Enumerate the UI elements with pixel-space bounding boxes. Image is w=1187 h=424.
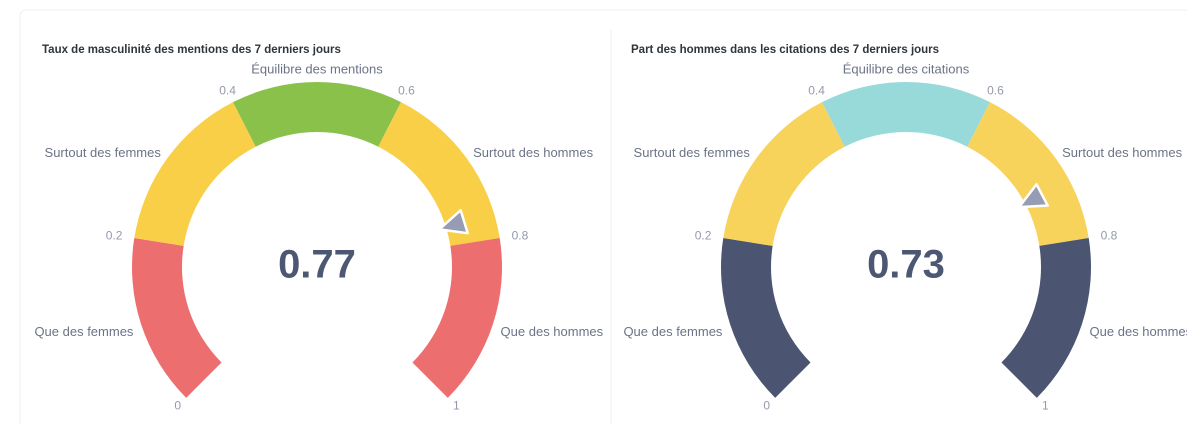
segment-label: Surtout des hommes: [1062, 145, 1182, 160]
tick-label: 1: [1042, 398, 1049, 412]
gauge-title: Taux de masculinité des mentions des 7 d…: [42, 44, 341, 56]
needle: [438, 208, 469, 235]
gauge-segment: [1001, 238, 1091, 398]
tick-label: 1: [453, 398, 460, 412]
segment-label: Que des femmes: [623, 324, 722, 339]
gauge-segment: [378, 102, 500, 246]
tick-label: 0: [763, 398, 770, 412]
tick-label: 0.6: [987, 84, 1004, 98]
segment-label: Que des hommes: [501, 324, 604, 339]
gauge-title: Part des hommes dans les citations des 7…: [631, 44, 939, 56]
gauge-segment: [132, 238, 222, 398]
segment-label: Que des femmes: [34, 324, 133, 339]
tick-label: 0.8: [512, 228, 529, 242]
gauge-segment: [233, 82, 401, 147]
gauge-segment: [134, 102, 256, 246]
segment-label: Surtout des femmes: [634, 145, 751, 160]
segment-label: Que des hommes: [1090, 324, 1187, 339]
gauge-segment: [967, 102, 1089, 246]
tick-label: 0: [174, 398, 181, 412]
gauge-value: 0.77: [278, 243, 356, 287]
gauge-segment: [822, 82, 990, 147]
tick-label: 0.2: [695, 228, 712, 242]
segment-label: Surtout des hommes: [473, 145, 593, 160]
segment-label: Surtout des femmes: [45, 145, 162, 160]
tick-label: 0.6: [398, 84, 415, 98]
gauge-value: 0.73: [867, 243, 945, 287]
tick-label: 0.4: [808, 84, 825, 98]
gauge-segment: [721, 238, 811, 398]
segment-label: Équilibre des citations: [843, 61, 970, 76]
gauge-segment: [723, 102, 845, 246]
tick-label: 0.8: [1101, 228, 1118, 242]
tick-label: 0.2: [106, 228, 123, 242]
tick-label: 0.4: [219, 84, 236, 98]
needle: [1017, 183, 1049, 209]
segment-label: Équilibre des mentions: [251, 61, 383, 76]
gauge-segment: [412, 238, 502, 398]
